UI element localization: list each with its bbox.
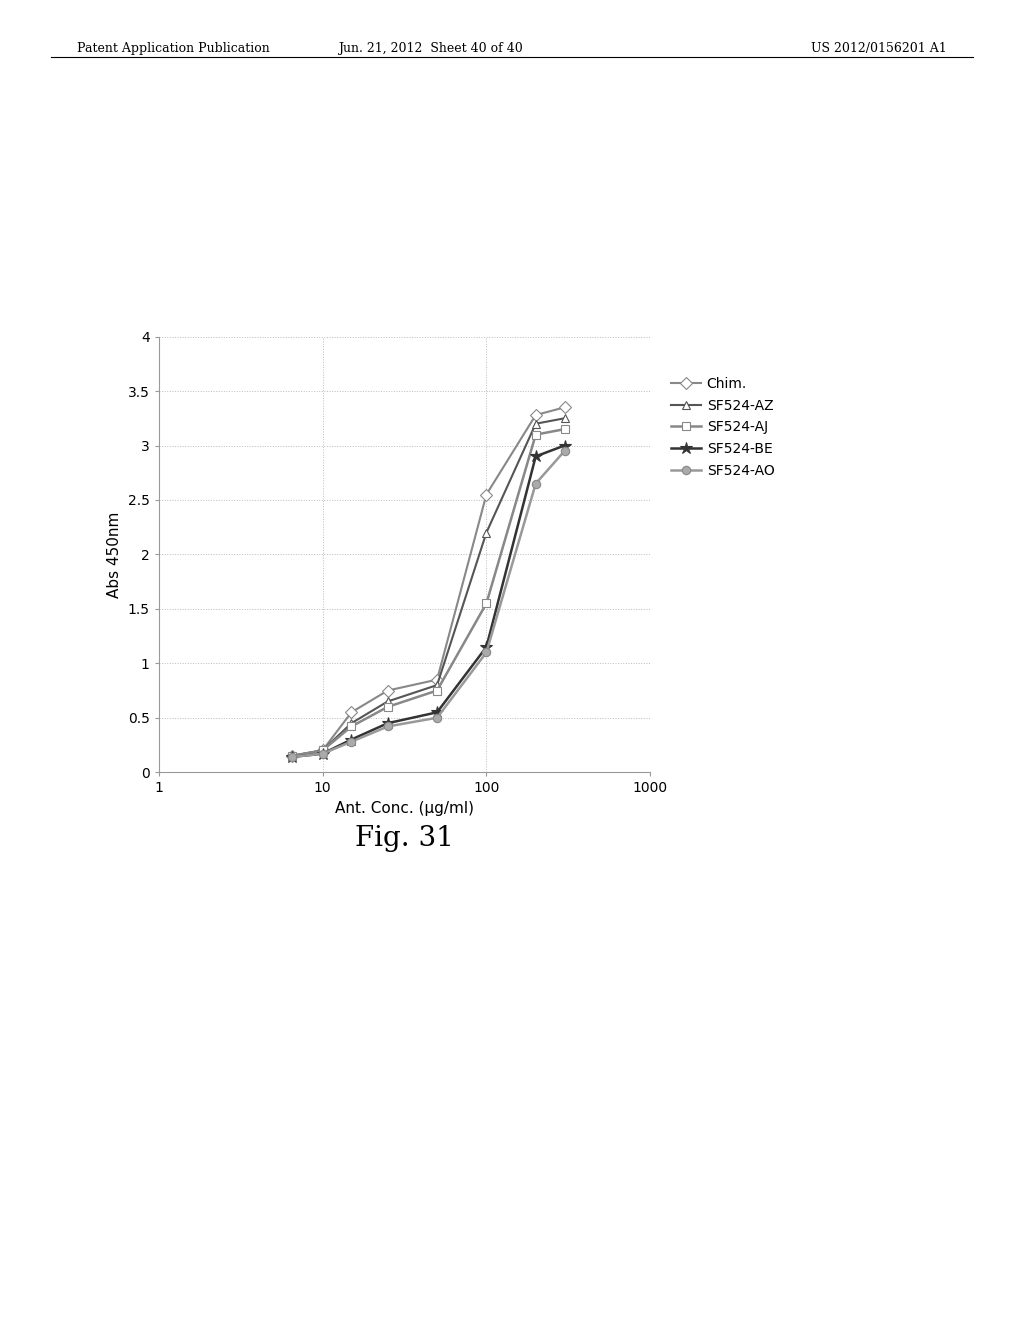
SF524-AO <box>558 444 570 459</box>
Text: Patent Application Publication: Patent Application Publication <box>77 42 269 55</box>
Chim. <box>345 705 357 721</box>
SF524-AZ <box>529 416 542 432</box>
SF524-AO <box>316 746 329 762</box>
SF524-BE <box>345 731 357 747</box>
Text: Fig. 31: Fig. 31 <box>355 825 454 851</box>
Line: SF524-AZ: SF524-AZ <box>288 414 568 760</box>
SF524-AO <box>480 644 493 660</box>
SF524-BE <box>316 746 329 762</box>
SF524-AO <box>382 718 394 734</box>
Line: Chim.: Chim. <box>288 403 568 760</box>
SF524-AZ <box>316 742 329 758</box>
Line: SF524-AJ: SF524-AJ <box>288 425 568 760</box>
SF524-AJ <box>316 742 329 758</box>
Text: Jun. 21, 2012  Sheet 40 of 40: Jun. 21, 2012 Sheet 40 of 40 <box>338 42 522 55</box>
SF524-AJ <box>558 421 570 437</box>
SF524-AZ <box>431 677 443 693</box>
Chim. <box>431 672 443 688</box>
Text: US 2012/0156201 A1: US 2012/0156201 A1 <box>811 42 947 55</box>
Chim. <box>558 400 570 416</box>
SF524-BE <box>480 639 493 655</box>
SF524-AJ <box>529 426 542 442</box>
SF524-AZ <box>558 411 570 426</box>
SF524-BE <box>286 748 298 764</box>
SF524-AJ <box>286 748 298 764</box>
Line: SF524-BE: SF524-BE <box>286 440 570 763</box>
SF524-BE <box>431 705 443 721</box>
SF524-BE <box>558 438 570 454</box>
SF524-AJ <box>382 700 394 715</box>
Chim. <box>286 748 298 764</box>
SF524-AO <box>286 748 298 764</box>
SF524-BE <box>529 449 542 465</box>
X-axis label: Ant. Conc. (μg/ml): Ant. Conc. (μg/ml) <box>335 801 474 816</box>
SF524-AJ <box>345 718 357 734</box>
Line: SF524-AO: SF524-AO <box>288 446 568 762</box>
Chim. <box>316 742 329 758</box>
Chim. <box>529 407 542 422</box>
SF524-AJ <box>431 682 443 698</box>
SF524-AO <box>345 734 357 750</box>
SF524-AZ <box>345 715 357 731</box>
SF524-BE <box>382 715 394 731</box>
Y-axis label: Abs 450nm: Abs 450nm <box>108 511 122 598</box>
SF524-AO <box>529 475 542 491</box>
SF524-AZ <box>382 693 394 709</box>
SF524-AZ <box>480 524 493 541</box>
SF524-AJ <box>480 595 493 611</box>
Chim. <box>382 682 394 698</box>
Legend: Chim., SF524-AZ, SF524-AJ, SF524-BE, SF524-AO: Chim., SF524-AZ, SF524-AJ, SF524-BE, SF5… <box>665 371 780 483</box>
SF524-AZ <box>286 748 298 764</box>
Chim. <box>480 487 493 503</box>
SF524-AO <box>431 710 443 726</box>
